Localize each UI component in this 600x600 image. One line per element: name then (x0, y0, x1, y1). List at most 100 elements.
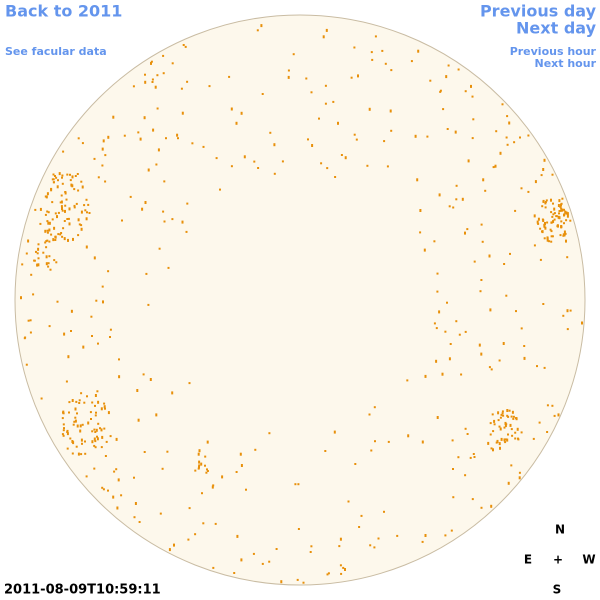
facula (469, 456, 472, 459)
facula (344, 568, 346, 571)
facula (66, 218, 69, 220)
facula (76, 424, 79, 428)
facula (194, 469, 197, 472)
facula (94, 431, 97, 433)
previous-hour-link[interactable]: Previous hour (510, 45, 597, 58)
facula (176, 133, 179, 137)
facula (104, 455, 107, 457)
facula (514, 437, 517, 440)
facula (78, 402, 81, 404)
next-hour-link[interactable]: Next hour (535, 57, 597, 70)
facula (419, 209, 422, 212)
facula (77, 218, 80, 222)
facula (455, 184, 458, 187)
next-day-link[interactable]: Next day (516, 19, 597, 38)
facula (118, 358, 120, 361)
facula (201, 492, 203, 495)
facula (542, 199, 545, 203)
facula (374, 440, 376, 443)
facula (472, 453, 475, 455)
facula (27, 319, 30, 322)
facula (544, 222, 546, 225)
facula (555, 215, 558, 218)
facula (504, 441, 507, 444)
facula (292, 53, 295, 56)
facula (82, 345, 85, 349)
facula (198, 460, 201, 464)
facula (94, 446, 97, 449)
facula (53, 226, 56, 230)
facula (35, 250, 37, 253)
facula (473, 260, 476, 263)
facula (115, 437, 118, 441)
facula (71, 399, 74, 402)
facula (497, 419, 500, 422)
facula (103, 402, 106, 405)
facula (419, 231, 422, 234)
facula (177, 137, 179, 140)
facula (165, 137, 167, 140)
facula (275, 548, 278, 550)
facula (45, 262, 48, 266)
facula (73, 206, 76, 209)
facula (550, 240, 553, 243)
facula (281, 160, 284, 163)
facula (53, 259, 56, 262)
facula (353, 46, 356, 49)
facula (87, 203, 90, 206)
facula (133, 516, 136, 519)
facula (228, 75, 231, 78)
facula (185, 230, 188, 233)
facula (48, 325, 51, 328)
facula (471, 498, 474, 501)
facula (457, 68, 460, 71)
facular-link[interactable]: See facular data (5, 45, 107, 58)
facula (121, 219, 123, 222)
facula (72, 423, 75, 426)
facula (197, 452, 200, 456)
facula (549, 228, 552, 231)
facula (198, 464, 201, 467)
facula (273, 172, 276, 175)
facula (97, 342, 99, 345)
facula (551, 404, 554, 407)
facula (240, 111, 243, 115)
facula (536, 220, 539, 224)
facula (233, 572, 236, 574)
back-link[interactable]: Back to 2011 (5, 2, 122, 21)
facula (150, 60, 153, 63)
facula (104, 180, 107, 183)
facula (439, 90, 442, 93)
facula (464, 330, 467, 333)
facula (61, 176, 63, 179)
facula (436, 272, 439, 275)
facula (71, 452, 74, 455)
facula (563, 230, 566, 234)
facula (76, 412, 78, 415)
facula (523, 345, 526, 347)
facula (47, 211, 50, 214)
facula (157, 148, 160, 152)
facula (268, 560, 271, 563)
facula (561, 208, 564, 212)
facula (512, 417, 515, 420)
previous-day-link[interactable]: Previous day (480, 2, 597, 21)
facula (538, 421, 541, 424)
facula (86, 395, 88, 398)
facula (544, 226, 547, 230)
facula (358, 526, 361, 528)
facula (166, 450, 169, 453)
facula (287, 75, 290, 79)
facula (557, 413, 560, 417)
facula (533, 244, 536, 247)
facula (103, 405, 106, 409)
facula (280, 580, 283, 584)
facula (326, 573, 329, 576)
facula (455, 320, 458, 323)
facula (355, 138, 358, 141)
facula (322, 35, 325, 39)
facula (436, 416, 439, 419)
facula (509, 423, 512, 427)
facula (445, 75, 448, 79)
facula (446, 128, 449, 130)
